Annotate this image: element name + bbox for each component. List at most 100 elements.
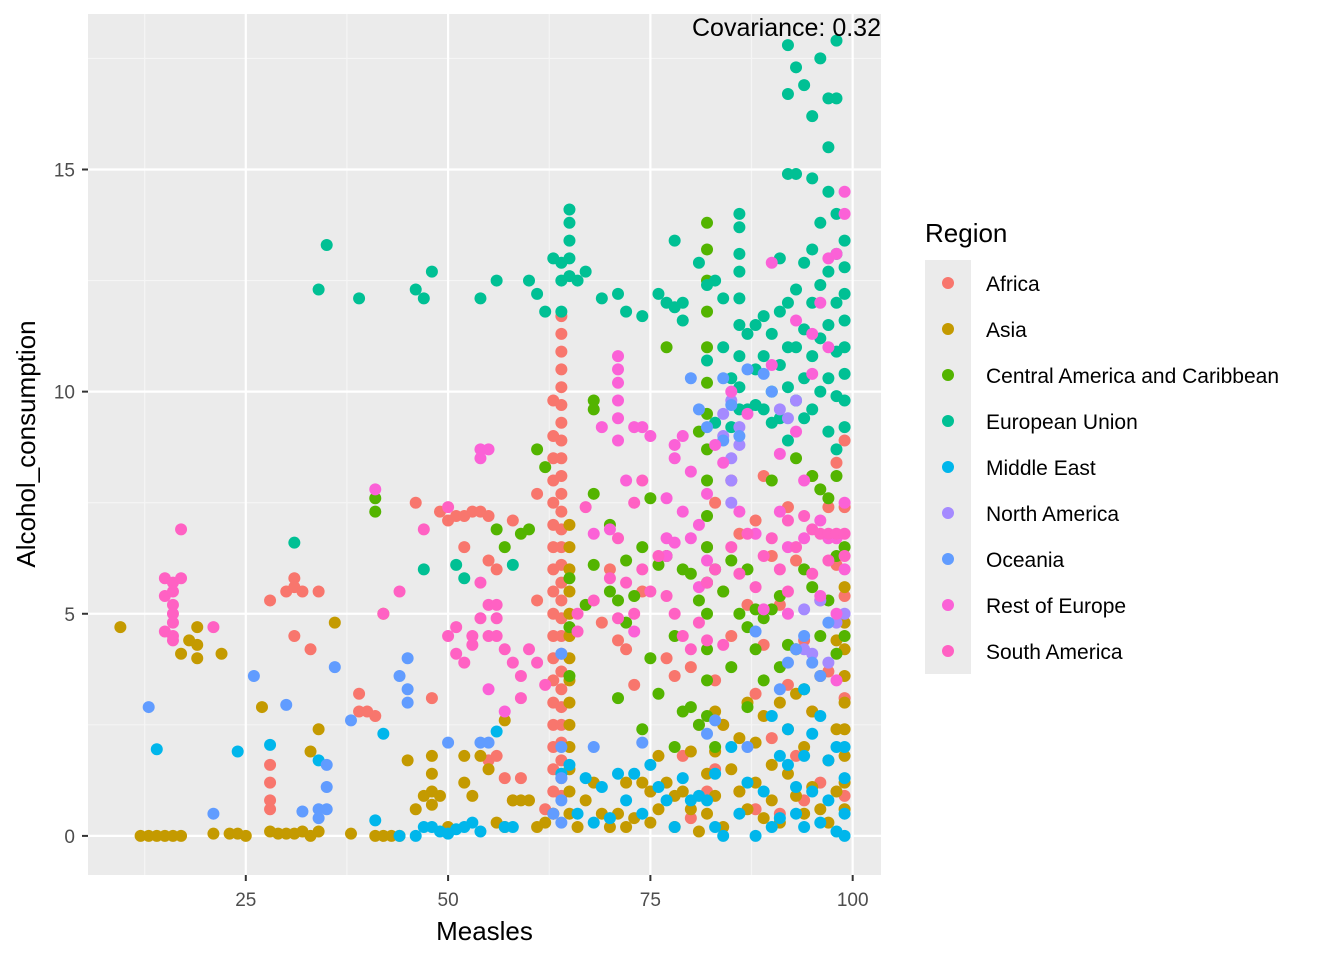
data-point-european-union — [838, 287, 851, 300]
data-point-central-america-and-caribbean — [765, 474, 778, 487]
data-point-asia — [636, 776, 649, 789]
legend-key-oceania — [942, 553, 954, 565]
data-point-middle-east — [838, 807, 851, 820]
data-point-middle-east — [620, 794, 633, 807]
data-point-africa — [490, 749, 503, 762]
data-point-middle-east — [725, 741, 738, 754]
data-point-middle-east — [571, 807, 584, 820]
data-point-oceania — [725, 398, 738, 411]
data-point-middle-east — [838, 829, 851, 842]
data-point-rest-of-europe — [725, 385, 738, 398]
data-point-asia — [239, 829, 252, 842]
data-point-oceania — [717, 372, 730, 385]
data-point-africa — [822, 501, 835, 514]
legend-title: Region — [925, 218, 1007, 248]
data-point-european-union — [838, 341, 851, 354]
data-point-africa — [353, 687, 366, 700]
data-point-south-america — [741, 527, 754, 540]
data-point-rest-of-europe — [838, 496, 851, 509]
data-point-central-america-and-caribbean — [749, 643, 762, 656]
data-point-european-union — [733, 292, 746, 305]
data-point-european-union — [781, 381, 794, 394]
data-point-rest-of-europe — [369, 483, 382, 496]
legend-label-middle-east: Middle East — [986, 457, 1096, 480]
data-point-european-union — [814, 52, 827, 65]
data-point-asia — [207, 827, 220, 840]
data-point-european-union — [781, 87, 794, 100]
data-point-rest-of-europe — [498, 705, 511, 718]
data-point-central-america-and-caribbean — [369, 505, 382, 518]
data-point-european-union — [733, 350, 746, 363]
data-point-european-union — [814, 216, 827, 229]
data-point-north-america — [781, 412, 794, 425]
data-point-middle-east — [644, 758, 657, 771]
data-point-european-union — [838, 234, 851, 247]
data-point-asia — [433, 789, 446, 802]
data-point-south-america — [684, 643, 697, 656]
data-point-africa — [555, 487, 568, 500]
data-point-north-america — [822, 656, 835, 669]
data-point-rest-of-europe — [822, 341, 835, 354]
data-point-central-america-and-caribbean — [587, 487, 600, 500]
data-point-africa — [838, 434, 851, 447]
data-point-oceania — [320, 781, 333, 794]
data-point-south-america — [838, 527, 851, 540]
data-point-rest-of-europe — [838, 563, 851, 576]
data-point-central-america-and-caribbean — [733, 607, 746, 620]
y-tick-label: 10 — [54, 383, 75, 404]
data-point-oceania — [757, 367, 770, 380]
data-point-central-america-and-caribbean — [692, 718, 705, 731]
data-point-european-union — [490, 274, 503, 287]
data-point-asia — [498, 714, 511, 727]
data-point-africa — [555, 594, 568, 607]
data-point-africa — [264, 758, 277, 771]
data-point-central-america-and-caribbean — [563, 669, 576, 682]
data-point-european-union — [773, 305, 786, 318]
data-point-middle-east — [798, 821, 811, 834]
data-point-asia — [684, 803, 697, 816]
data-point-south-america — [514, 669, 527, 682]
data-point-africa — [684, 661, 697, 674]
data-point-asia — [684, 745, 697, 758]
legend-label-asia: Asia — [986, 319, 1027, 342]
data-point-central-america-and-caribbean — [838, 629, 851, 642]
data-point-middle-east — [231, 745, 244, 758]
data-point-european-union — [814, 279, 827, 292]
data-point-european-union — [806, 350, 819, 363]
data-point-south-america — [579, 501, 592, 514]
data-point-middle-east — [612, 767, 625, 780]
data-point-oceania — [692, 403, 705, 416]
data-point-middle-east — [717, 829, 730, 842]
data-point-european-union — [798, 412, 811, 425]
data-point-european-union — [822, 372, 835, 385]
data-point-central-america-and-caribbean — [701, 341, 714, 354]
data-point-rest-of-europe — [830, 674, 843, 687]
legend-label-oceania: Oceania — [986, 549, 1065, 572]
data-point-european-union — [838, 261, 851, 274]
data-point-middle-east — [765, 821, 778, 834]
data-point-middle-east — [806, 785, 819, 798]
data-point-oceania — [312, 812, 325, 825]
data-point-rest-of-europe — [676, 505, 689, 518]
data-point-south-america — [806, 567, 819, 580]
data-point-european-union — [506, 558, 519, 571]
data-point-rest-of-europe — [474, 452, 487, 465]
data-point-rest-of-europe — [830, 607, 843, 620]
data-point-middle-east — [798, 749, 811, 762]
data-point-south-america — [749, 581, 762, 594]
data-point-africa — [838, 589, 851, 602]
data-point-south-america — [790, 541, 803, 554]
data-point-middle-east — [790, 781, 803, 794]
data-point-middle-east — [822, 754, 835, 767]
data-point-european-union — [781, 434, 794, 447]
data-point-middle-east — [806, 727, 819, 740]
data-point-rest-of-europe — [612, 434, 625, 447]
data-point-european-union — [563, 234, 576, 247]
data-point-oceania — [328, 661, 341, 674]
data-point-european-union — [733, 247, 746, 260]
data-point-asia — [466, 789, 479, 802]
data-point-south-america — [166, 616, 179, 629]
data-point-european-union — [822, 141, 835, 154]
data-point-central-america-and-caribbean — [701, 674, 714, 687]
data-point-rest-of-europe — [612, 350, 625, 363]
